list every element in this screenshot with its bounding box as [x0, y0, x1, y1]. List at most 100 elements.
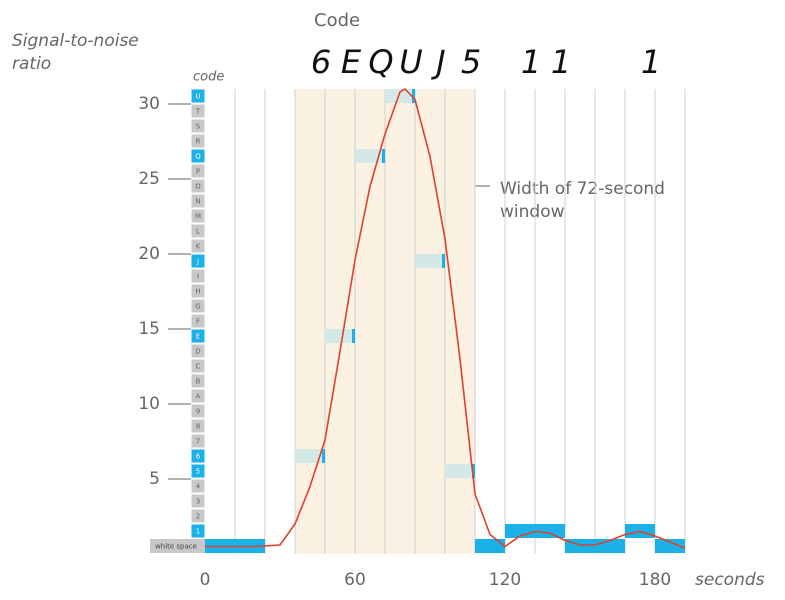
y-tick-label: 15 — [138, 319, 160, 339]
code-cell-bg — [190, 373, 206, 389]
code-cell-bg — [190, 463, 206, 479]
window-bar-end — [412, 89, 415, 103]
code-cell-bg — [190, 103, 206, 119]
x-tick-label: 60 — [344, 570, 366, 590]
code-cell-label: S — [196, 123, 201, 131]
code-cell: I — [190, 268, 206, 284]
code-cell: A — [190, 388, 206, 404]
code-cell-label: T — [195, 108, 201, 116]
code-letter: 1 — [521, 43, 541, 81]
code-cell-bg — [190, 253, 206, 269]
window-bar — [415, 254, 445, 268]
x-tick-label: 120 — [489, 570, 521, 590]
code-cell-bg — [190, 388, 206, 404]
code-cell-bg — [190, 268, 206, 284]
code-cell-label: A — [196, 393, 201, 401]
code-cell: 5 — [190, 463, 206, 479]
code-cell: K — [190, 238, 206, 254]
code-cell: F — [190, 313, 206, 329]
x-tick-label: 180 — [639, 570, 671, 590]
code-cell: U — [190, 88, 206, 104]
code-cell-bg — [190, 448, 206, 464]
code-cell: O — [190, 178, 206, 194]
code-cell-label: 6 — [196, 453, 201, 461]
x-tick-label: 0 — [200, 570, 211, 590]
code-cell-bg — [190, 193, 206, 209]
code-cell: 7 — [190, 433, 206, 449]
window-bar — [535, 524, 565, 538]
window-bar — [655, 539, 685, 553]
code-cell-bg — [190, 283, 206, 299]
code-cell: B — [190, 373, 206, 389]
code-cell-label: C — [196, 363, 201, 371]
code-cell-bg — [190, 343, 206, 359]
code-cell: D — [190, 343, 206, 359]
y-tick-label: 20 — [138, 244, 160, 264]
code-cell-label: R — [196, 138, 201, 146]
code-cell-label: I — [197, 273, 199, 281]
code-cell-bg — [190, 418, 206, 434]
code-cell: L — [190, 223, 206, 239]
code-cell: 1 — [190, 523, 206, 539]
y-tick-label: 10 — [138, 394, 160, 414]
code-cell-label: 9 — [196, 408, 200, 416]
code-cell-label: 5 — [196, 468, 200, 476]
y-tick-label: 25 — [138, 169, 160, 189]
y-axis-title: Signal-to-noise ratio — [12, 31, 139, 74]
window-bar-end — [352, 329, 355, 343]
code-cell-label: 3 — [196, 498, 200, 506]
window-bar — [475, 539, 505, 553]
code-cell: T — [190, 103, 206, 119]
code-cell-bg — [190, 508, 206, 524]
code-cell-label: U — [195, 93, 200, 101]
code-cell-label: P — [196, 168, 200, 176]
code-cell: 8 — [190, 418, 206, 434]
window-bar — [325, 329, 355, 343]
code-cell-bg — [190, 148, 206, 164]
window-bar — [445, 464, 475, 478]
snr-curve — [205, 87, 686, 549]
code-cell: M — [190, 208, 206, 224]
code-cell: C — [190, 358, 206, 374]
code-cell-bg — [190, 178, 206, 194]
code-cell-bg — [190, 298, 206, 314]
code-cell-bg — [190, 163, 206, 179]
code-cell-label: L — [196, 228, 200, 236]
code-cell-label: M — [195, 213, 201, 221]
code-cell-label: Q — [195, 153, 201, 161]
code-cell-bg — [190, 238, 206, 254]
code-cell-label: 2 — [196, 513, 200, 521]
code-cell: 9 — [190, 403, 206, 419]
code-letter: E — [341, 43, 362, 81]
code-cell-label: J — [196, 258, 199, 266]
code-cell-bg — [190, 433, 206, 449]
code-cell-bg — [190, 208, 206, 224]
code-cell-label: 4 — [196, 483, 201, 491]
code-cell-bg — [190, 493, 206, 509]
y-tick-label: 30 — [138, 94, 160, 114]
code-cell-label: G — [195, 303, 200, 311]
code-cell: Q — [190, 148, 206, 164]
code-cell: R — [190, 133, 206, 149]
code-cell-bg — [190, 118, 206, 134]
code-cell: G — [190, 298, 206, 314]
x-axis-title: seconds — [695, 570, 765, 590]
code-letter: U — [399, 43, 422, 81]
window-bar-end — [382, 149, 385, 163]
code-cell: S — [190, 118, 206, 134]
code-cell: P — [190, 163, 206, 179]
code-letter: J — [430, 43, 445, 81]
code-cell-label: B — [196, 378, 201, 386]
window-bar-end — [322, 449, 325, 463]
code-cell-bg — [150, 539, 205, 553]
code-cell-label: N — [195, 198, 200, 206]
code-cell-label: O — [195, 183, 201, 191]
code-letter: 5 — [461, 43, 481, 81]
code-cell-bg — [190, 88, 206, 104]
code-letter: 6 — [311, 43, 331, 81]
code-cell-label: white space — [155, 543, 197, 551]
code-cell: N — [190, 193, 206, 209]
code-cell-label: E — [196, 333, 200, 341]
